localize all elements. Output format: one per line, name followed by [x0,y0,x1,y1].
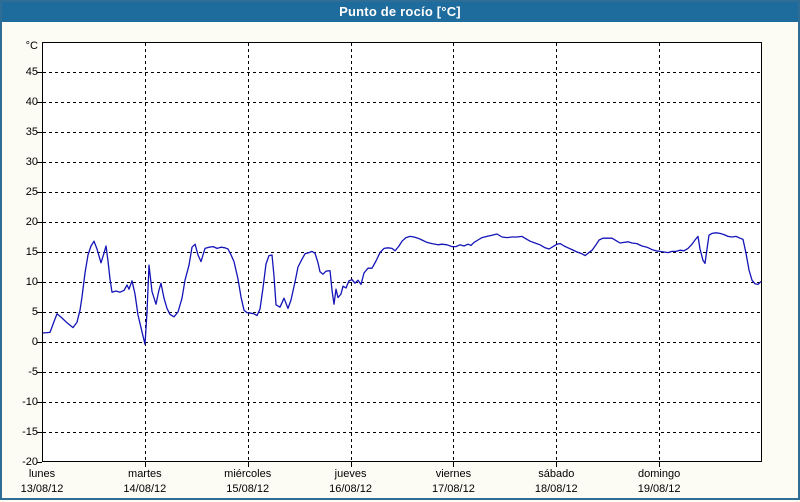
x-day-name-label: domingo [638,468,681,480]
grid-layer [37,43,761,467]
y-tick-label: 45 [25,66,38,78]
x-day-date-label: 13/08/12 [20,483,64,495]
y-tick-label: -10 [22,396,38,408]
y-tick-label: 10 [25,276,38,288]
x-day-name-label: sábado [538,468,575,480]
y-tick-label: 15 [25,246,38,258]
x-day-date-label: 16/08/12 [329,483,372,495]
x-day-date-label: 19/08/12 [637,483,681,495]
x-day-name-label: miércoles [224,468,272,480]
y-tick-label: 20 [25,216,38,228]
y-tick-label: 30 [25,156,38,168]
y-tick-label: 35 [25,126,38,138]
x-day-name-label: viernes [435,468,472,480]
x-day-date-label: 15/08/12 [226,483,270,495]
y-tick-label: 5 [31,306,38,318]
x-day-date-label: 14/08/12 [123,483,167,495]
y-tick-label: -15 [22,426,38,438]
y-tick-label: -5 [28,366,38,378]
chart-title-bar: Punto de rocío [°C] [2,2,798,22]
x-day-name-label: lunes [28,468,56,480]
y-tick-label: 40 [25,96,38,108]
x-day-name-label: martes [128,468,162,480]
y-tick-label: -20 [22,456,38,468]
x-day-date-label: 17/08/12 [432,483,475,495]
y-tick-label: 0 [31,336,38,348]
y-tick-label: 25 [25,186,38,198]
y-axis-unit-label: °C [25,40,38,52]
x-day-name-label: jueves [334,468,367,480]
plot-background [42,42,762,462]
chart-title: Punto de rocío [°C] [339,4,461,19]
series-layer [42,232,762,346]
dew-point-line [42,232,762,346]
x-day-date-label: 18/08/12 [534,483,578,495]
